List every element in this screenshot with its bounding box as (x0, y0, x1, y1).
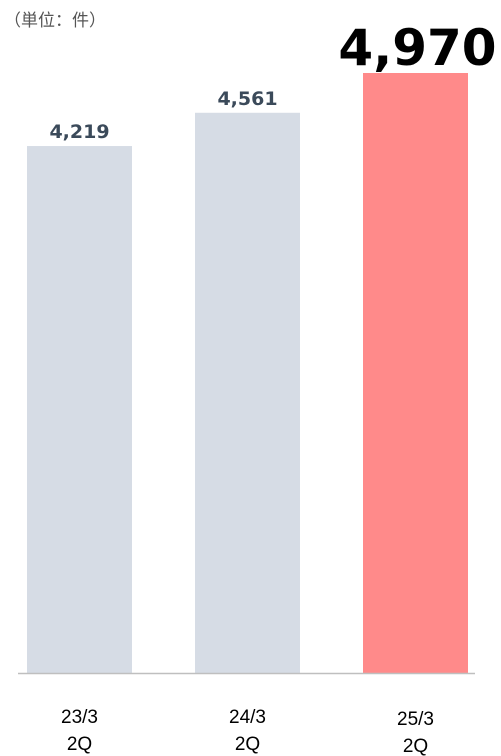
x-tick-label: 24/3 2Q (229, 707, 266, 755)
bar (27, 146, 132, 674)
unit-label: （単位：件） (4, 11, 106, 31)
value-label: 4,561 (217, 88, 277, 110)
value-label: 4,219 (49, 121, 109, 143)
value-label: 4,970 (338, 19, 496, 77)
bar (195, 112, 300, 674)
x-tick-label: 23/3 2Q (61, 707, 98, 755)
bar (363, 73, 468, 673)
x-tick-label: 25/3 2Q (397, 709, 434, 756)
